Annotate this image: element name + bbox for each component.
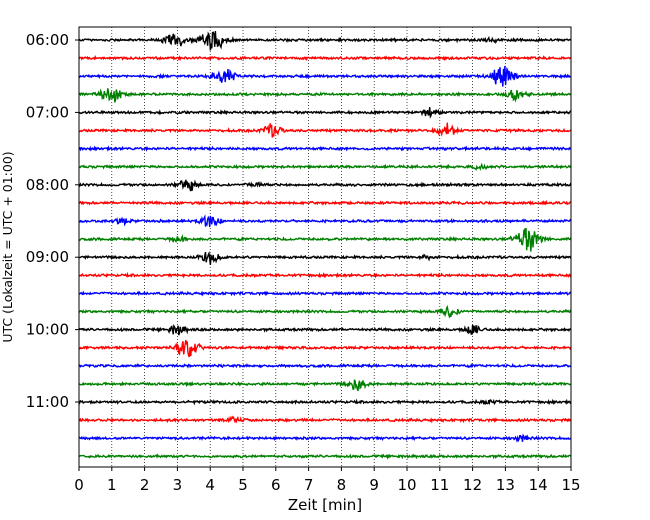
y-axis-ticks: 06:00 07:00 08:00 09:00 10:00 11:00 [26,31,79,411]
x-tick-label: 6 [271,476,281,494]
trace-1145 [78,453,572,460]
x-tick-label: 2 [140,476,150,494]
trace-0815 [78,199,572,206]
trace-1130 [78,433,572,443]
trace-0930 [78,290,572,297]
trace-0945 [78,304,572,319]
trace-1030 [78,362,572,369]
y-tick-label: 11:00 [26,393,69,411]
x-tick-label: 0 [74,476,84,494]
x-tick-label: 15 [561,476,580,494]
x-tick-label: 14 [529,476,548,494]
trace-0600 [78,30,572,51]
trace-0630 [78,65,572,87]
trace-0830 [78,214,572,227]
plot-frame [78,26,572,468]
seismic-traces [78,30,572,460]
y-tick-label: 08:00 [26,176,69,194]
x-axis-ticks: 0 1 2 3 4 5 6 7 8 9 10 11 12 13 14 15 [74,467,581,494]
trace-1115 [78,415,572,424]
x-tick-label: 11 [430,476,449,494]
x-tick-label: 7 [304,476,314,494]
trace-1000 [78,323,572,336]
trace-0615 [78,54,572,62]
trace-0915 [78,271,572,279]
x-axis-label: Zeit [min] [288,496,362,514]
x-tick-label: 12 [463,476,482,494]
y-tick-label: 09:00 [26,248,69,266]
trace-0730 [78,145,572,152]
trace-0745 [78,162,572,172]
x-tick-label: 1 [107,476,117,494]
x-tick-label: 10 [397,476,416,494]
trace-1015 [78,339,572,358]
trace-0800 [78,179,572,192]
vertical-grid [111,27,539,467]
x-tick-label: 5 [238,476,248,494]
trace-1100 [78,398,572,406]
y-tick-label: 10:00 [26,321,69,339]
x-tick-label: 13 [496,476,515,494]
trace-0900 [78,250,572,265]
trace-0700 [78,107,572,119]
trace-0845 [78,227,572,252]
x-tick-label: 3 [173,476,183,494]
trace-1045 [78,379,572,392]
y-tick-label: 06:00 [26,31,69,49]
trace-0645 [78,88,572,103]
x-tick-label: 9 [369,476,379,494]
y-tick-label: 07:00 [26,103,69,121]
x-tick-label: 8 [337,476,347,494]
x-tick-label: 4 [205,476,215,494]
trace-0715 [78,122,572,138]
y-axis-label: UTC (Lokalzeit = UTC + 01:00) [0,151,15,342]
